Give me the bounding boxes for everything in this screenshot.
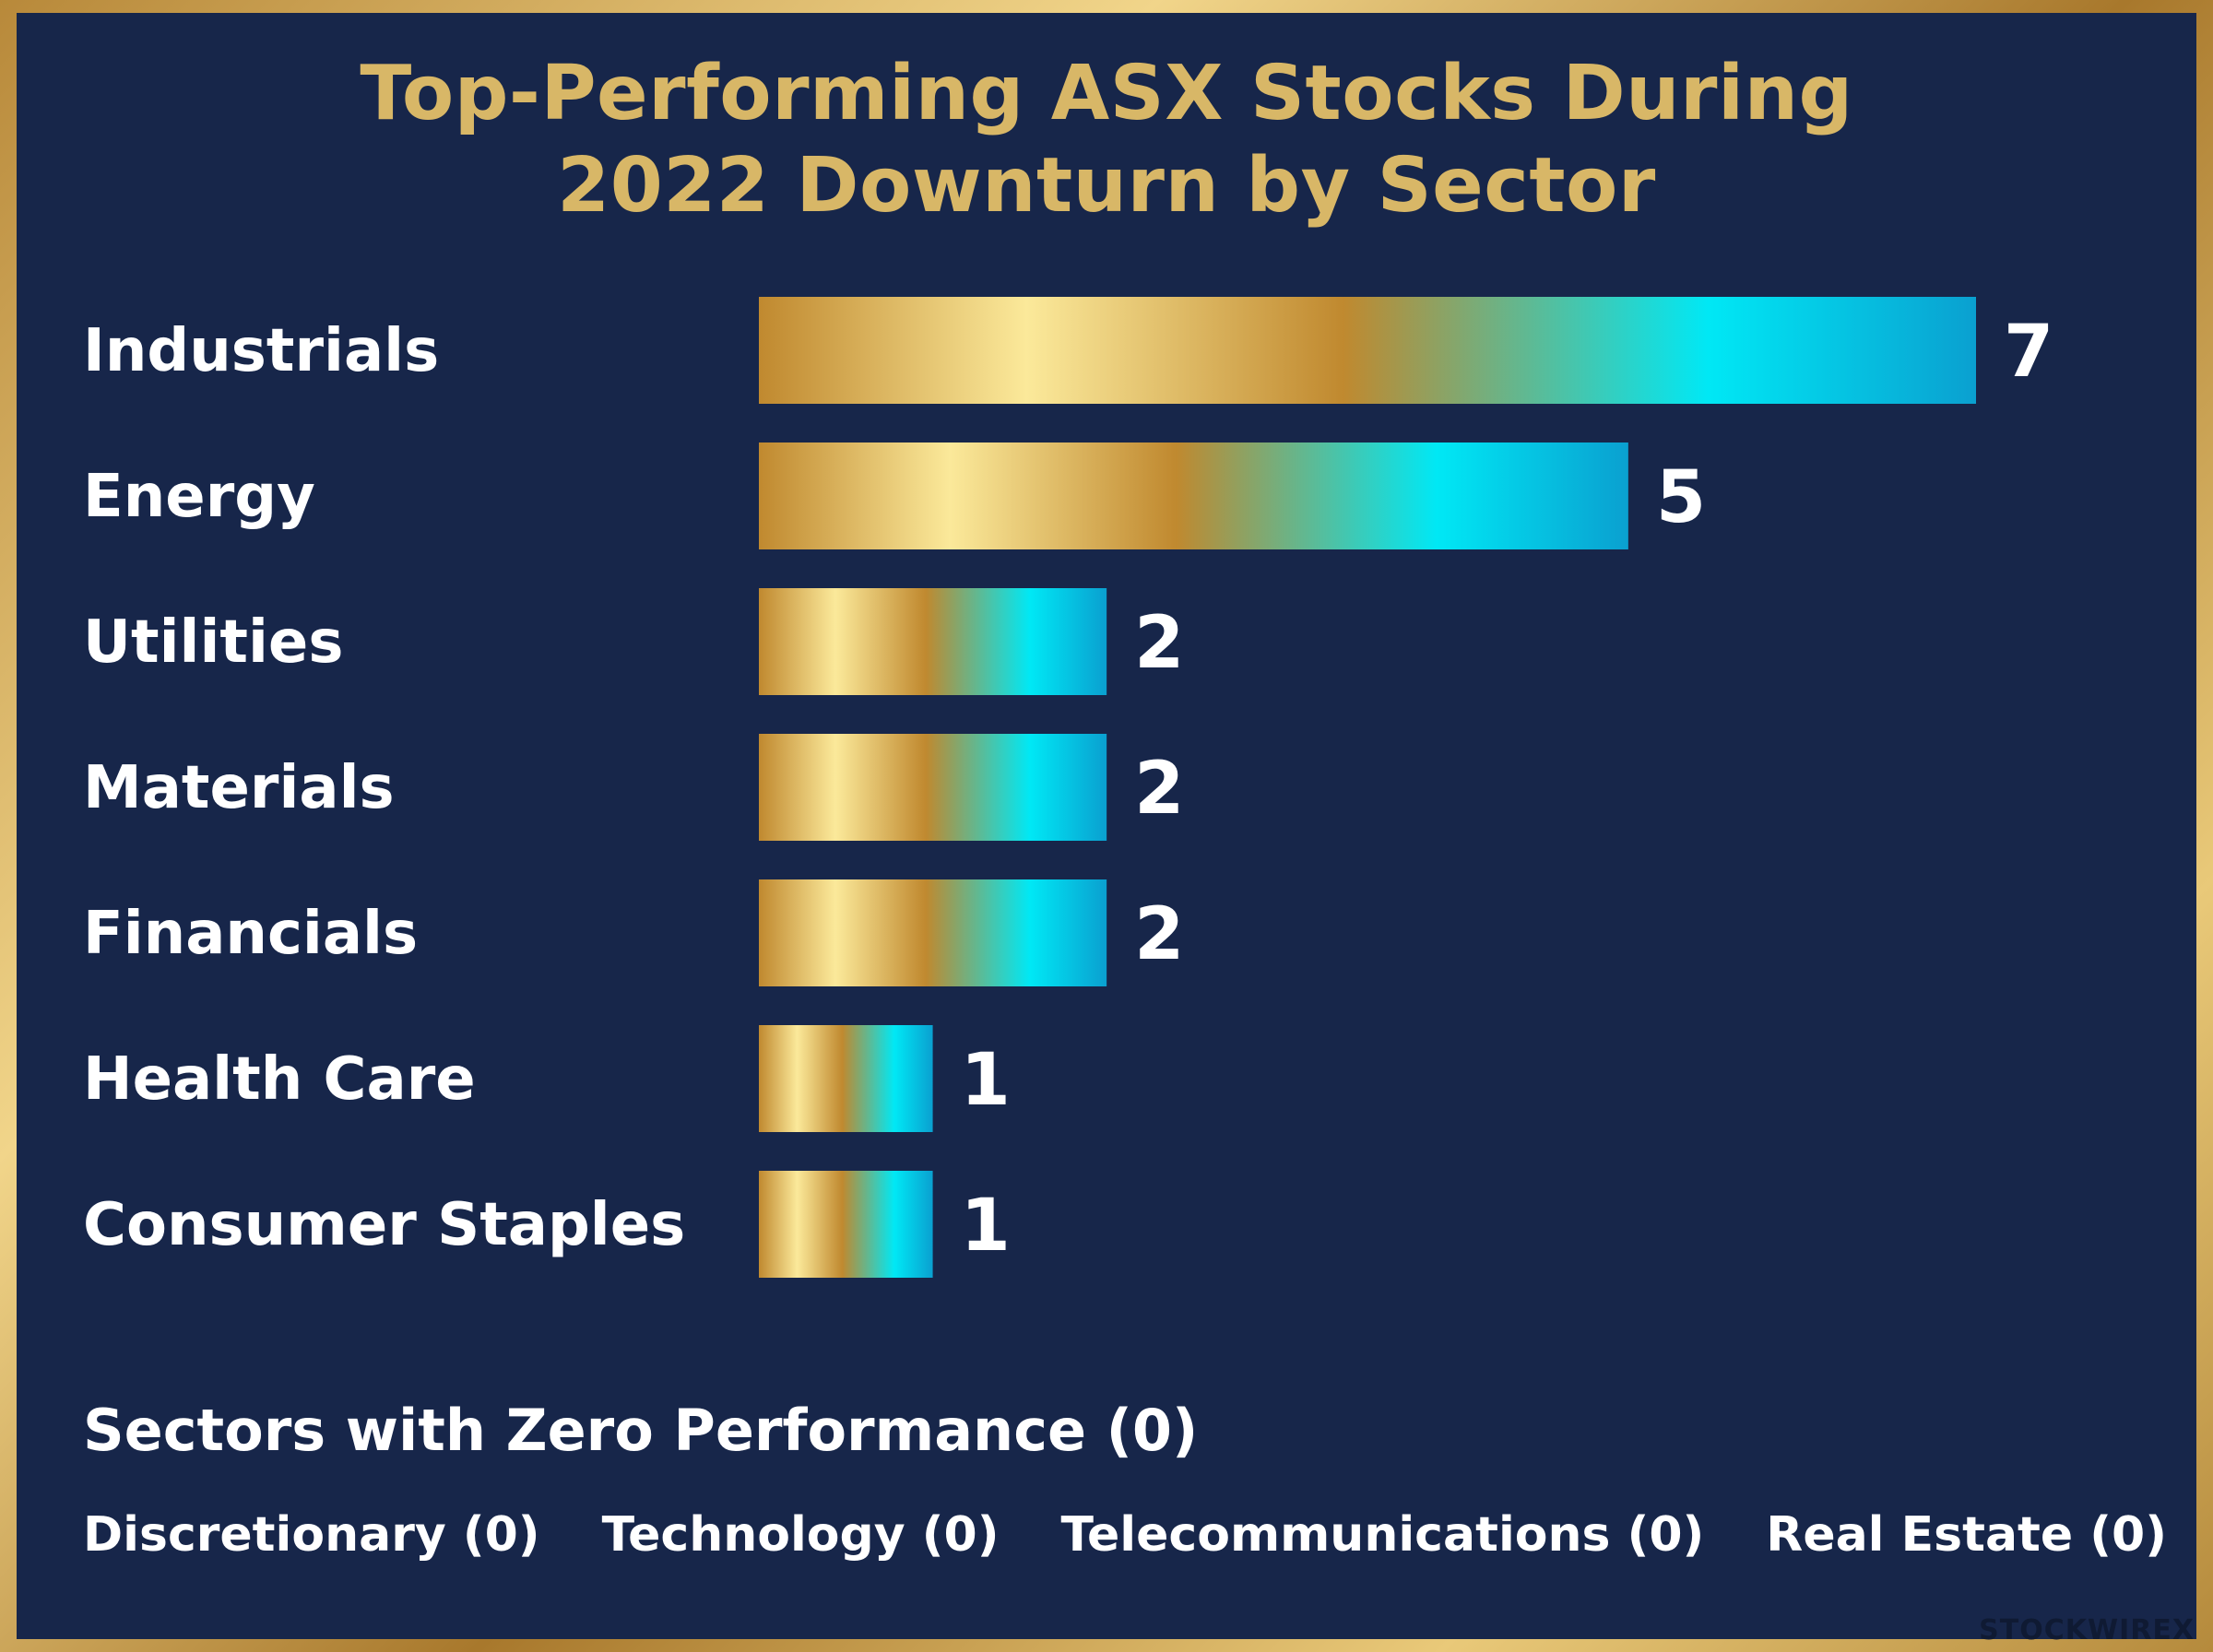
- category-label: Utilities: [83, 608, 343, 677]
- bar: [759, 442, 1628, 549]
- category-label: Industrials: [83, 317, 439, 385]
- zero-sector-item: Technology (0): [601, 1507, 1000, 1563]
- category-label: Health Care: [83, 1045, 476, 1114]
- chart-title-line-1: Top-Performing ASX Stocks During: [360, 50, 1853, 137]
- value-label: 1: [961, 1039, 1011, 1122]
- zero-sector-item: Telecommunications (0): [1060, 1507, 1705, 1563]
- category-label: Consumer Staples: [83, 1191, 685, 1259]
- bar: [759, 1171, 933, 1278]
- bar: [759, 588, 1107, 695]
- value-label: 7: [2004, 311, 2053, 394]
- chart-title-line-2: 2022 Downturn by Sector: [557, 142, 1656, 230]
- category-label: Materials: [83, 754, 395, 822]
- bars-layer: Industrials 7 Energy 5 Utilities 2 Materials 2 F…: [83, 297, 2053, 1278]
- bar: [759, 879, 1107, 986]
- value-label: 5: [1656, 456, 1706, 539]
- value-label: 2: [1134, 893, 1184, 976]
- zero-performance-heading: Sectors with Zero Performance (0): [83, 1397, 1199, 1464]
- category-label: Energy: [83, 463, 315, 531]
- watermark-logo: STOCKWIREX: [1979, 1614, 2195, 1646]
- value-label: 2: [1134, 748, 1184, 831]
- bar: [759, 297, 1976, 404]
- zero-sector-item: Real Estate (0): [1766, 1507, 2167, 1563]
- bar: [759, 1025, 933, 1132]
- chart-title: Top-Performing ASX Stocks During 2022 Do…: [0, 48, 2213, 232]
- bar: [759, 734, 1107, 841]
- value-label: 2: [1134, 602, 1184, 685]
- zero-performance-list: Discretionary (0) Technology (0) Telecom…: [83, 1503, 2167, 1567]
- zero-sector-item: Discretionary (0): [83, 1507, 540, 1563]
- category-label: Financials: [83, 900, 418, 968]
- value-label: 1: [961, 1185, 1011, 1268]
